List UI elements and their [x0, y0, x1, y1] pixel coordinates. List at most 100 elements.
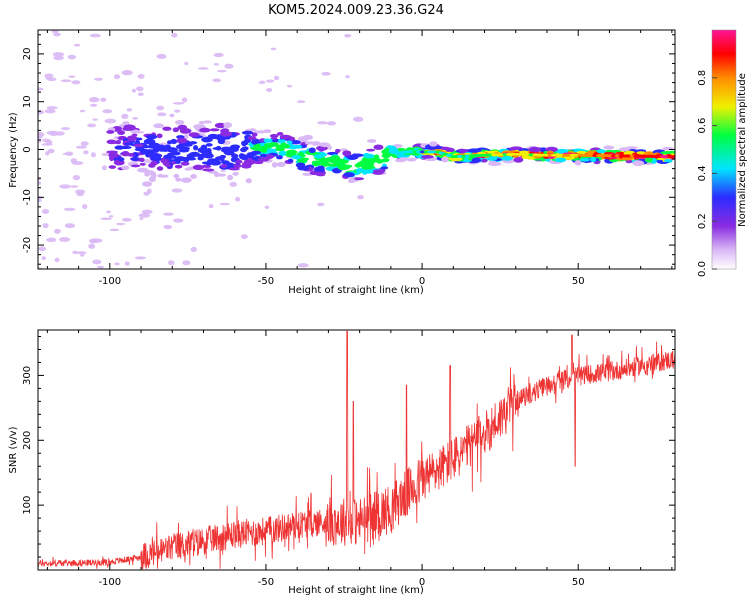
- spectrogram-noise-blob: [171, 188, 183, 193]
- spectrogram-signal-blob: [254, 130, 267, 134]
- spectrogram-signal-blob: [603, 145, 615, 150]
- spectrogram-ridge-blob: [670, 155, 675, 159]
- spectrogram-noise-blob: [297, 263, 309, 268]
- spectrogram-noise-blob: [109, 228, 120, 232]
- spectrogram-signal-blob: [271, 162, 278, 168]
- spectrogram-noise-blob: [296, 100, 306, 103]
- spectrogram-signal-blob: [313, 154, 324, 159]
- spectrogram-signal-blob: [271, 138, 281, 143]
- spectrogram-signal-blob: [174, 164, 183, 169]
- snr-series: [38, 330, 675, 570]
- spectrogram-noise-blob: [352, 116, 364, 122]
- spectrogram-signal-blob: [220, 160, 230, 165]
- spectrogram-noise-blob: [184, 61, 189, 66]
- spectrogram-signal-blob: [315, 167, 325, 173]
- spectrogram-noise-blob: [235, 196, 241, 202]
- spectrogram-signal-blob: [263, 138, 271, 143]
- spectrogram-ylabel: Frequency (Hz): [8, 112, 19, 188]
- spectrogram-noise-blob: [157, 112, 167, 117]
- spectrogram-signal-blob: [214, 156, 225, 161]
- spectrogram-noise-blob: [73, 43, 81, 47]
- spectrogram-signal-blob: [108, 165, 117, 169]
- spectrogram-signal-blob: [399, 157, 408, 160]
- snr-xtick-label: 0: [419, 577, 425, 588]
- spectrogram-noise-blob: [72, 250, 78, 255]
- spectrogram-signal-blob: [574, 160, 582, 166]
- spectrogram-signal-blob: [295, 162, 306, 168]
- spectrogram-signal-blob: [240, 147, 248, 153]
- spectrogram-signal-blob: [121, 165, 130, 171]
- spectrogram-signal-blob: [513, 156, 524, 163]
- spectrogram-signal-blob: [528, 146, 542, 153]
- spectrogram-noise-blob: [58, 237, 71, 242]
- spectrogram-signal-blob: [108, 152, 119, 159]
- spectrogram-noise-blob: [38, 139, 42, 143]
- spectrogram-signal-blob: [337, 161, 344, 168]
- spectrogram-noise-blob: [137, 74, 145, 79]
- spectrogram-noise-blob: [41, 256, 47, 261]
- spectrogram-noise-blob: [75, 145, 87, 149]
- spectrogram-signal-blob: [240, 154, 250, 161]
- spectrogram-signal-blob: [441, 156, 449, 163]
- spectrogram-noise-blob: [79, 109, 86, 113]
- spectrogram-signal-blob: [208, 170, 218, 174]
- spectrogram-noise-blob: [92, 259, 102, 265]
- spectrogram-noise-blob: [357, 194, 364, 200]
- spectrogram-signal-blob: [171, 151, 181, 156]
- spectrogram-noise-blob: [42, 223, 49, 229]
- spectrogram-signal-blob: [217, 138, 226, 145]
- spectrogram-signal-blob: [205, 151, 212, 155]
- spectrogram-noise-blob: [64, 223, 76, 229]
- spectrogram-noise-blob: [60, 127, 71, 131]
- spectrogram-signal-blob: [383, 147, 390, 153]
- spectrogram-noise-blob: [213, 52, 224, 58]
- spectrogram-noise-blob: [142, 159, 153, 164]
- spectrogram-noise-blob: [51, 30, 59, 33]
- spectrogram-noise-blob: [270, 47, 277, 51]
- spectrogram-noise-blob: [102, 109, 113, 114]
- spectrogram-noise-blob: [156, 105, 165, 111]
- spectrogram-noise-blob: [182, 260, 191, 266]
- spectrogram-signal-blob: [253, 160, 264, 165]
- spectrogram-noise-blob: [136, 86, 144, 92]
- spectrogram-signal-blob: [362, 169, 374, 174]
- spectrogram-noise-blob: [168, 260, 175, 266]
- snr-frame: [37, 329, 676, 571]
- spectrogram-noise-blob: [80, 141, 89, 146]
- spectrogram-signal-blob: [276, 161, 286, 168]
- spectrogram-noise-blob: [45, 151, 50, 156]
- spectrogram-noise-blob: [53, 32, 61, 37]
- spectrogram-noise-blob: [258, 80, 266, 85]
- spectrogram-signal-blob: [354, 163, 362, 168]
- spectrogram-signal-blob: [373, 144, 384, 150]
- colorbar-tick-label: 0.4: [697, 165, 708, 181]
- spectrogram-signal-blob: [366, 148, 376, 152]
- snr-line: [38, 330, 675, 570]
- spectrogram-signal-blob: [369, 159, 378, 163]
- spectrogram-noise-blob: [273, 75, 280, 81]
- spectrogram-signal-blob: [142, 144, 150, 149]
- spectrogram-signal-blob: [342, 150, 352, 157]
- spectrogram-noise-blob: [208, 204, 214, 209]
- spectrogram-signal-blob: [232, 171, 239, 176]
- spectrogram-signal-blob: [290, 139, 301, 145]
- spectrogram-signal-blob: [145, 138, 153, 144]
- spectrogram-noise-blob: [124, 261, 130, 266]
- spectrogram-noise-blob: [59, 184, 71, 189]
- spectrogram-noise-blob: [38, 246, 47, 252]
- spectrogram-signal-blob: [656, 159, 664, 163]
- spectrogram-noise-blob: [60, 79, 72, 83]
- spectrogram-signal-blob: [330, 155, 341, 161]
- spectrogram-signal-blob: [644, 157, 653, 163]
- spectrogram-noise-blob: [46, 237, 57, 243]
- spectrogram-signal-blob: [144, 171, 151, 177]
- spectrogram-signal-blob: [214, 122, 226, 129]
- spectrogram-signal-blob: [380, 166, 389, 170]
- spectrogram-signal-blob: [243, 159, 256, 165]
- spectrogram-noise-blob: [75, 189, 86, 195]
- spectrogram-noise-blob: [197, 67, 209, 70]
- spectrogram-signal-blob: [215, 145, 222, 151]
- spectrogram-noise-blob: [53, 55, 64, 61]
- spectrogram-signal-blob: [175, 177, 182, 182]
